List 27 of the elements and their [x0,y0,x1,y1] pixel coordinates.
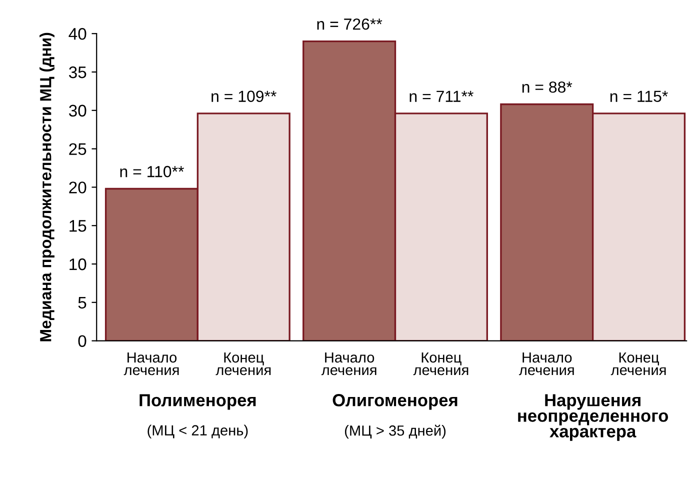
annotation: n = 711** [410,90,474,102]
annotation: n = 110** [120,166,184,178]
y-tick-label: 10 [70,258,86,270]
y-tick-label: 40 [68,28,86,40]
y-tick-label: 0 [78,335,86,348]
x-tick-label: Начало лечения [321,352,376,376]
x-tick-label: Начало лечения [518,352,574,376]
annotation: n = 88* [522,81,572,93]
text: (МЦ > 35 дней) [344,424,446,439]
y-tick-label: 5 [78,296,86,309]
y-axis-title: Медиана продолжительности МЦ (дни) [40,32,54,342]
y-tick-label: 15 [70,220,86,232]
y-tick-label: 25 [69,143,86,156]
y-tick-label: 30 [68,104,86,117]
text: n = 726** [317,18,382,30]
text: Нарушения неопределенного характера [518,394,668,441]
y-tick-label: 35 [68,66,86,78]
text: Олигоменорея [332,394,458,410]
x-tick-label: Конец лечения [216,352,271,376]
x-tick-label: Начало лечения [124,352,179,376]
annotation: n = 109** [212,90,276,102]
text: (МЦ < 21 день) [148,424,248,438]
x-tick-label: Конец лечения [413,352,468,376]
annotation: n = 115* [610,90,668,102]
y-tick-label: 20 [69,182,86,194]
x-tick-label: Конец лечения [610,352,666,376]
text: Полименорея [140,394,256,410]
